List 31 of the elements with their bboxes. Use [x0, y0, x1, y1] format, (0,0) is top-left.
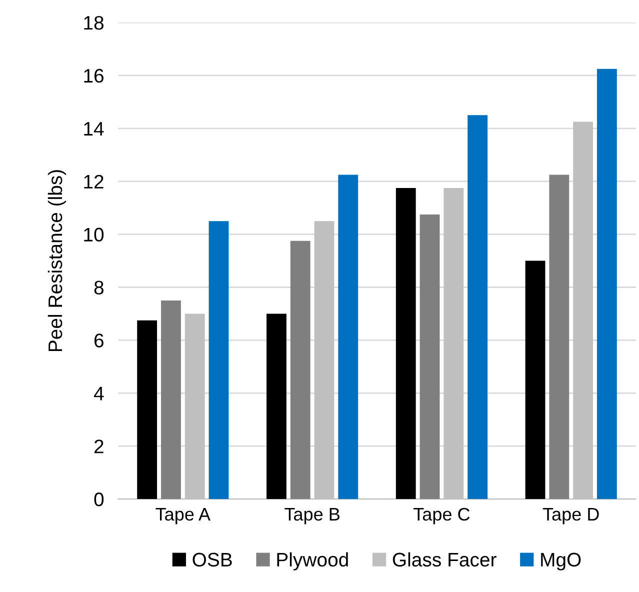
bar: [208, 221, 229, 500]
legend-label: OSB: [192, 552, 232, 567]
bar: [525, 260, 546, 500]
x-tick-label: Tape A: [156, 508, 210, 524]
bar: [596, 68, 617, 500]
bar: [266, 314, 286, 500]
y-tick-label: 12: [84, 174, 104, 188]
legend-label: Glass Facer: [392, 552, 496, 567]
bar: [468, 115, 488, 500]
bar: [549, 174, 570, 500]
x-tick-label: Tape B: [284, 508, 340, 524]
legend-label: Plywood: [277, 552, 348, 570]
y-tick-label: 14: [84, 122, 104, 136]
x-tick-label: Tape C: [414, 508, 470, 524]
y-tick-label: 2: [94, 440, 104, 454]
x-tick-label: Tape D: [542, 508, 599, 524]
y-tick-label: 10: [84, 228, 104, 242]
bar: [137, 320, 158, 500]
bar: [420, 214, 440, 500]
y-tick-label: 4: [94, 386, 104, 400]
y-tick-label: 6: [94, 334, 104, 348]
y-tick-label: 18: [84, 16, 104, 30]
legend-label: MgO: [541, 552, 581, 570]
y-tick-label: 8: [94, 280, 104, 294]
bar: [161, 300, 181, 500]
y-tick-label: 0: [94, 492, 104, 506]
bar: [290, 240, 310, 500]
bar: [396, 188, 416, 500]
y-axis-title: Peel Resistance (lbs): [48, 170, 66, 352]
bar: [338, 174, 358, 500]
y-tick-label: 16: [84, 68, 104, 83]
